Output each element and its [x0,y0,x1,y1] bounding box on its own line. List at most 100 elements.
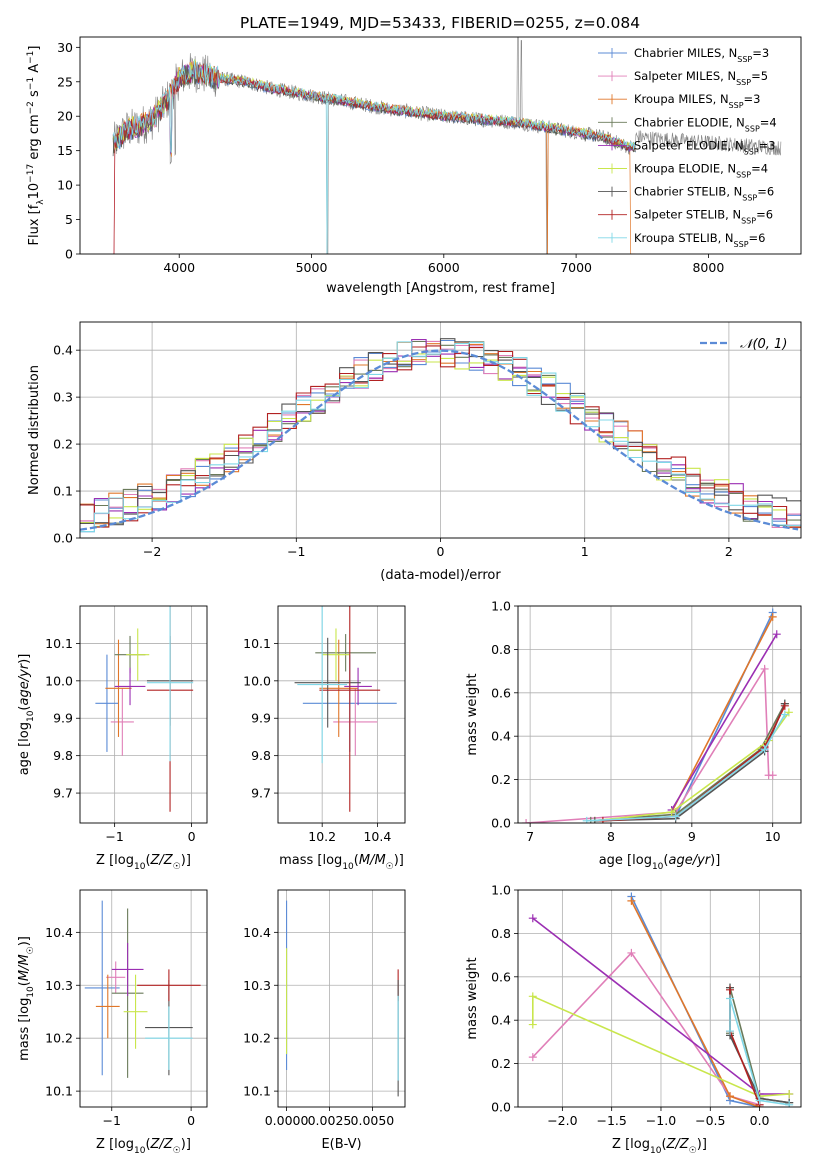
y-tick-label: 0.8 [491,642,511,657]
plot-area [80,338,801,533]
y-tick-label: 0.8 [491,926,511,941]
y-tick-label: 10.3 [243,978,271,993]
data-point [760,664,769,673]
data-point [671,812,680,821]
y-tick-label: 0.1 [53,484,73,499]
data-point [780,710,789,719]
y-tick-label: 10.1 [243,1084,271,1099]
data-point [726,1027,735,1036]
chart-spectrum: Chabrier MILES, NSSP=3 Salpeter MILES, NS… [26,36,802,296]
y-tick-label: 10.0 [45,673,73,688]
legend-label: Chabrier ELODIE, NSSP=4 [634,115,777,133]
series-line-kroupa-elodie [532,995,790,1098]
x-tick-label: 9 [688,829,696,844]
series-line-kroupa-elodie [594,711,790,822]
x-tick-label: 10.2 [308,829,336,844]
y-tick-label: 9.8 [53,748,73,763]
y-tick-label: 9.7 [251,786,271,801]
chart-mass-vs-Z: −1 0 10.1 10.2 10.3 10.4 Z [log10(Z/Z☉)] mass [… [17,889,208,1156]
x-tick-label: −0.5 [695,1113,725,1128]
histogram-kroupa-stelib [80,341,801,533]
y-tick-label: 1.0 [491,599,511,614]
x-tick-label: −1.0 [646,1113,676,1128]
data-point [785,1089,794,1098]
data-point [726,994,735,1003]
data-point [772,630,781,639]
legend-label: Kroupa ELODIE, NSSP=4 [634,162,768,180]
data-point [726,1092,735,1101]
chart-weight-vs-age: 7 8 9 10 0.0 0.2 0.4 0.6 0.8 1.0 age [log10(age/yr… [465,599,802,872]
legend-label: Salpeter ELODIE, NSSP=3 [634,138,776,156]
series-line-kroupa-miles [670,616,774,813]
x-tick-label: 6000 [428,260,460,275]
chart-mass-vs-EBV: 0.0000 0.0025 0.0050 10.1 10.2 10.3 10.4 E(B-V) [243,889,406,1152]
plot-area [112,37,782,254]
x-axis-label: (data-model)/error [380,568,501,583]
x-axis-label: mass [log10(M/M☉)] [279,853,404,872]
plot-area [95,606,194,812]
axes-frame [517,605,802,824]
y-tick-label: 10.1 [45,1084,73,1099]
y-tick-label: 25 [57,74,73,89]
y-tick-label: 5 [65,212,73,227]
legend-label: Salpeter MILES, NSSP=5 [634,69,768,87]
data-point [755,1096,764,1105]
x-tick-label: −2 [143,544,161,559]
series-line-chabrier-elodie [590,703,786,822]
series-line-salpeter-miles [532,951,760,1106]
y-tick-label: 0.0 [491,816,511,831]
y-tick-label: 10 [57,178,73,193]
chart-weight-vs-Z: −2.0 −1.5 −1.0 −0.5 0.0 0.0 0.2 0.4 0.6 0.8 1.0 Z [… [465,883,802,1156]
x-tick-label: 8000 [692,260,724,275]
data-point [785,1100,794,1107]
y-tick-label: 10.1 [243,636,271,651]
normal-curve [80,349,799,531]
y-tick-label: 0.4 [491,729,511,744]
data-point [768,612,777,621]
y-tick-label: 10.4 [243,925,271,940]
x-axis-label: Z [log10(Z/Z☉)] [96,853,191,872]
x-tick-label: 0 [187,1113,195,1128]
x-tick-label: −1 [103,1113,121,1128]
x-tick-label: −1 [105,829,123,844]
y-axis-label: Normed distribution [27,365,42,495]
data-point [528,1020,537,1029]
y-tick-label: 0.3 [53,390,73,405]
y-tick-label: 30 [57,40,73,55]
legend-label: 𝒩(0, 1) [740,337,787,352]
y-tick-label: 0.2 [491,1056,511,1071]
y-tick-label: 10.2 [243,1031,271,1046]
x-tick-label: 2 [725,544,733,559]
data-point [726,985,735,994]
y-axis-label: mass weight [465,957,480,1039]
plot-area [522,608,793,823]
data-point [667,808,676,817]
data-point [528,992,537,1001]
x-tick-label: −2.0 [547,1113,577,1128]
x-tick-label: 10 [765,829,781,844]
legend-label: Kroupa STELIB, NSSP=6 [634,231,765,249]
data-point [522,819,531,823]
legend-label: Salpeter STELIB, NSSP=6 [634,208,773,226]
x-tick-label: 8 [607,829,615,844]
legend-label: Chabrier STELIB, NSSP=6 [634,185,774,203]
x-tick-label: 10.4 [363,829,391,844]
y-tick-label: 9.9 [251,711,271,726]
y-tick-label: 0.4 [53,343,73,358]
x-tick-label: 0.0000 [265,1113,309,1128]
plot-area [294,606,397,812]
data-point [627,896,636,905]
x-axis-label: E(B-V) [321,1137,361,1152]
y-tick-label: 0.6 [491,685,511,700]
legend-label: Kroupa MILES, NSSP=3 [634,92,760,110]
y-tick-label: 10.2 [45,1031,73,1046]
x-axis-label: wavelength [Angstrom, rest frame] [326,281,555,296]
data-point [528,914,537,923]
x-tick-label: 0.0050 [351,1113,395,1128]
x-tick-label: −1 [287,544,305,559]
chart-age-vs-Z: −1 0 9.7 9.8 9.9 10.0 10.1 Z [log10(Z/Z☉)] age [… [17,605,208,872]
histogram-salpeter-stelib [80,345,801,528]
x-tick-label: 5000 [296,260,328,275]
y-axis-label: mass [log10(M/M☉)] [17,936,36,1061]
x-axis-label: Z [log10(Z/Z☉)] [612,1137,707,1156]
